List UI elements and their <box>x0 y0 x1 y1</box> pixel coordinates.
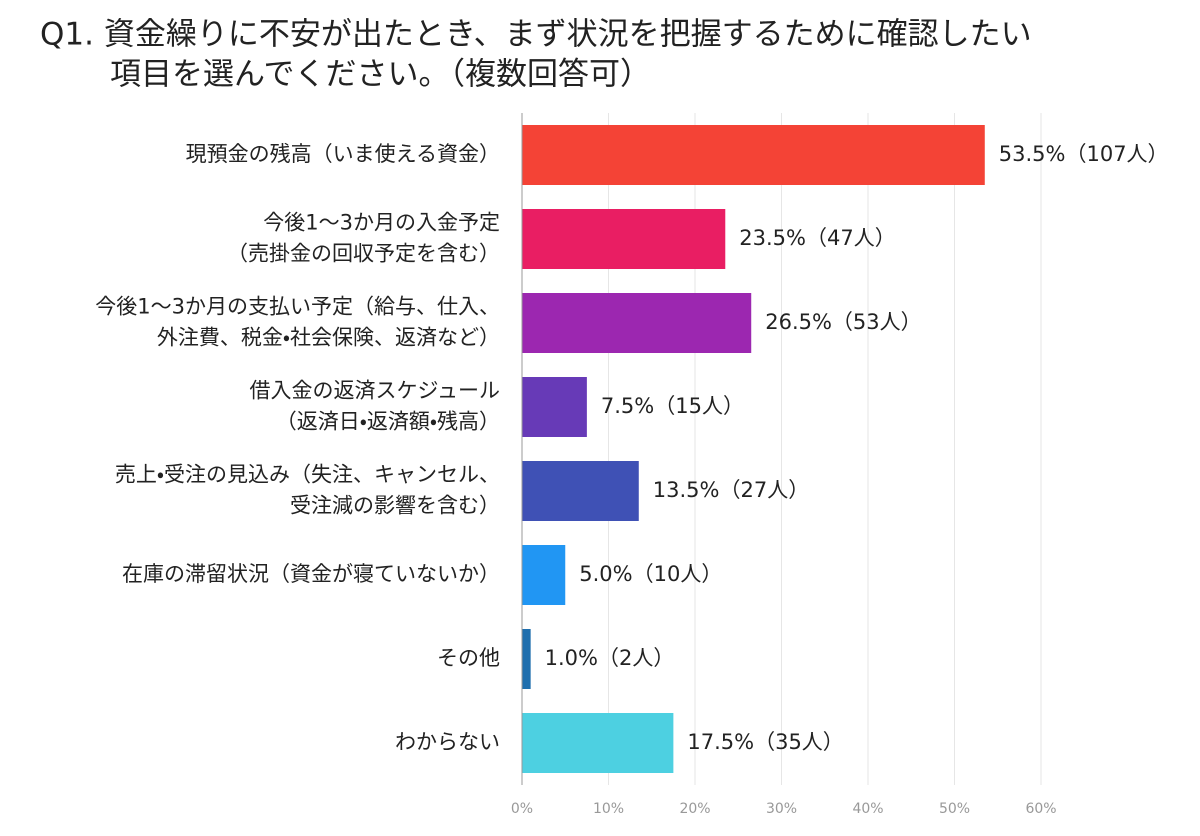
bar <box>522 377 587 437</box>
value-label: 1.0%（2人） <box>545 646 675 670</box>
chart-title: Q1. 資金繰りに不安が出たとき、まず状況を把握するために確認したい <box>40 17 1032 53</box>
x-tick-label: 10% <box>593 801 624 817</box>
chart-title: 項目を選んでください。（複数回答可） <box>110 57 651 93</box>
y-tick-label: （返済日・返済額・残高） <box>276 410 500 434</box>
x-tick-label: 30% <box>766 801 797 817</box>
bar <box>522 125 985 185</box>
y-tick-label: 外注費、税金・社会保険、返済など） <box>157 326 500 350</box>
x-tick-label: 50% <box>939 801 970 817</box>
x-tick-label: 40% <box>852 801 883 817</box>
bar <box>522 209 726 269</box>
y-tick-label: 今後1～3か月の入金予定 <box>263 211 500 235</box>
bar <box>522 461 639 521</box>
x-tick-label: 0% <box>511 801 533 817</box>
value-label: 17.5%（35人） <box>687 730 843 754</box>
value-label: 26.5%（53人） <box>765 310 921 334</box>
value-label: 53.5%（107人） <box>999 142 1169 166</box>
bar <box>522 629 531 689</box>
bar <box>522 545 566 605</box>
y-tick-label: （売掛金の回収予定を含む） <box>227 242 500 266</box>
y-tick-label: 現預金の残高（いま使える資金） <box>186 142 500 166</box>
bar <box>522 713 674 773</box>
y-tick-label: わからない <box>395 730 500 754</box>
x-tick-label: 60% <box>1025 801 1056 817</box>
y-tick-label: 借入金の返済スケジュール <box>249 379 500 403</box>
x-tick-label: 20% <box>679 801 710 817</box>
y-tick-label: 受注減の影響を含む） <box>290 494 500 518</box>
y-tick-label: その他 <box>437 646 500 670</box>
value-label: 23.5%（47人） <box>739 226 895 250</box>
y-tick-label: 売上・受注の見込み（失注、キャンセル、 <box>115 463 500 487</box>
y-tick-label: 今後1～3か月の支払い予定（給与、仕入、 <box>95 295 500 319</box>
value-label: 13.5%（27人） <box>653 478 809 502</box>
value-label: 7.5%（15人） <box>601 394 744 418</box>
bar <box>522 293 752 353</box>
value-label: 5.0%（10人） <box>579 562 722 586</box>
y-tick-label: 在庫の滞留状況（資金が寝ていないか） <box>122 562 500 586</box>
